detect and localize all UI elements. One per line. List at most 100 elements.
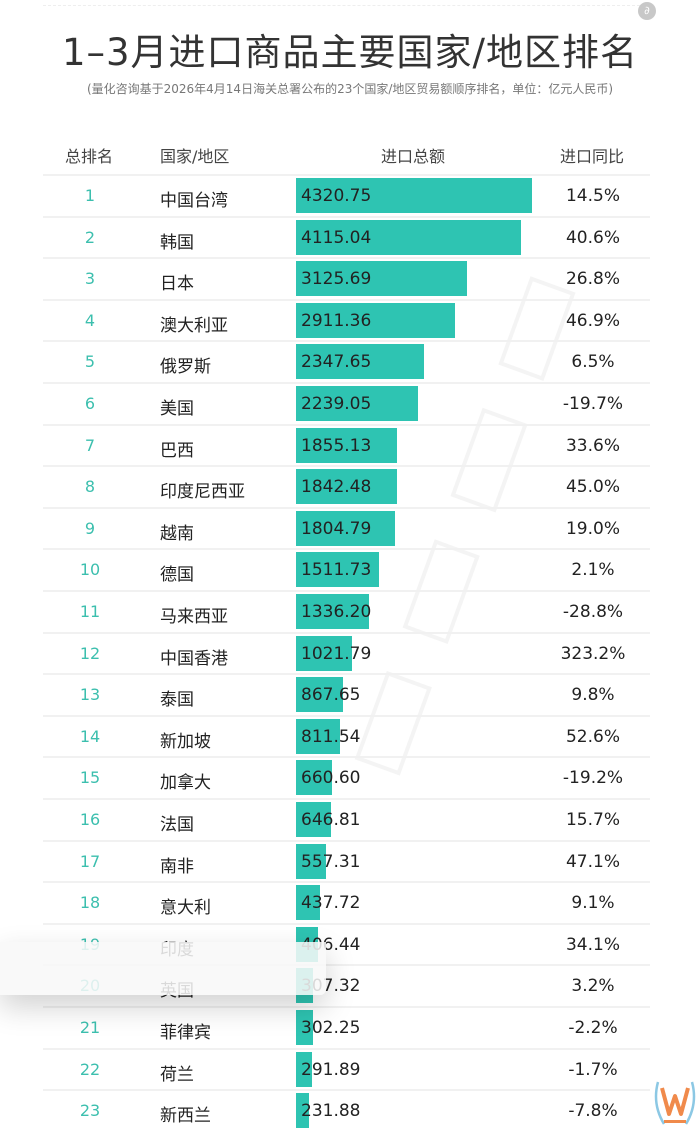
import-value: 811.54 bbox=[301, 726, 361, 747]
value-bar bbox=[296, 760, 333, 796]
import-value: 3125.69 bbox=[301, 269, 372, 290]
subtitle: (量化咨询基于2026年4月14日海关总署公布的23个国家/地区贸易额顺序排名，… bbox=[86, 82, 614, 96]
yoy-change: 45.0% bbox=[565, 477, 620, 498]
yoy-change: 9.1% bbox=[571, 893, 615, 914]
import-value: 2347.65 bbox=[301, 352, 372, 373]
value-bar bbox=[296, 510, 395, 546]
value-bar bbox=[296, 635, 352, 671]
import-value: 1804.79 bbox=[301, 518, 372, 539]
rank: 12 bbox=[79, 643, 101, 663]
rank: 2 bbox=[84, 227, 96, 247]
yoy-change: 6.5% bbox=[571, 352, 615, 373]
table-row: 23 新西兰 231.88 -7.8% bbox=[43, 1089, 650, 1131]
link-icon[interactable]: ∂ bbox=[638, 2, 656, 20]
table-row: 1 中国台湾 4320.75 14.5% bbox=[43, 174, 650, 216]
rank: 23 bbox=[79, 1101, 101, 1121]
value-bar bbox=[296, 677, 344, 713]
yoy-change: 14.5% bbox=[565, 186, 620, 206]
table-row: 2 韩国 4115.04 40.6% bbox=[43, 215, 650, 258]
value-bar bbox=[296, 1093, 309, 1129]
rank: 1 bbox=[84, 186, 96, 205]
yoy-change: 323.2% bbox=[560, 643, 626, 664]
import-value: 291.89 bbox=[301, 1059, 361, 1080]
page-title: 1–3月进口商品主要国家/地区排名 bbox=[61, 31, 639, 74]
value-bar bbox=[296, 344, 425, 380]
import-value: 231.88 bbox=[301, 1101, 361, 1122]
header-country: 国家/地区 bbox=[160, 147, 230, 166]
rank: 10 bbox=[79, 560, 101, 580]
value-bar bbox=[296, 469, 397, 505]
country-name: 俄罗斯 bbox=[160, 357, 211, 378]
import-value: 1336.20 bbox=[301, 602, 372, 622]
country-name: 意大利 bbox=[160, 898, 211, 919]
value-bar bbox=[296, 1010, 313, 1045]
rank: 11 bbox=[79, 602, 101, 621]
import-value: 2911.36 bbox=[301, 310, 372, 331]
country-name: 美国 bbox=[160, 399, 194, 419]
top-divider bbox=[43, 5, 650, 6]
yoy-change: 47.1% bbox=[565, 851, 620, 872]
yoy-change: -7.8% bbox=[568, 1101, 618, 1122]
country-name: 德国 bbox=[160, 565, 194, 586]
value-bar bbox=[296, 427, 398, 463]
yoy-change: 33.6% bbox=[565, 435, 620, 456]
yoy-change: -19.7% bbox=[562, 394, 624, 414]
country-name: 韩国 bbox=[160, 232, 194, 253]
rank: 15 bbox=[79, 768, 101, 788]
table-row: 10 德国 1511.73 2.1% bbox=[43, 548, 650, 590]
rank: 5 bbox=[84, 352, 96, 372]
yoy-change: 2.1% bbox=[571, 560, 615, 581]
yoy-change: 46.9% bbox=[565, 310, 620, 331]
country-name: 泰国 bbox=[160, 690, 194, 711]
table-row: 17 南非 557.31 47.1% bbox=[43, 839, 650, 882]
rank: 22 bbox=[79, 1059, 101, 1079]
table-row: 9 越南 1804.79 19.0% bbox=[43, 506, 650, 549]
rank: 16 bbox=[79, 810, 101, 829]
yoy-change: 52.6% bbox=[565, 726, 620, 747]
country-name: 印度尼西亚 bbox=[160, 482, 245, 503]
yoy-change: -1.7% bbox=[568, 1059, 618, 1080]
popup-overlay bbox=[0, 942, 326, 995]
table-row: 21 菲律宾 302.25 -2.2% bbox=[43, 1006, 650, 1048]
import-value: 557.31 bbox=[301, 851, 361, 872]
table-row: 5 俄罗斯 2347.65 6.5% bbox=[43, 340, 650, 382]
table-row: 8 印度尼西亚 1842.48 45.0% bbox=[43, 465, 650, 507]
yoy-change: 15.7% bbox=[565, 810, 620, 830]
table-row: 15 加拿大 660.60 -19.2% bbox=[43, 756, 650, 798]
rank: 3 bbox=[84, 269, 96, 289]
table-row: 16 法国 646.81 15.7% bbox=[43, 798, 650, 840]
yoy-change: 40.6% bbox=[565, 227, 620, 248]
rank: 7 bbox=[84, 435, 96, 455]
table-row: 7 巴西 1855.13 33.6% bbox=[43, 423, 650, 466]
value-bar bbox=[296, 718, 341, 754]
import-value: 646.81 bbox=[301, 810, 361, 830]
table-row: 11 马来西亚 1336.20 -28.8% bbox=[43, 590, 650, 632]
rank: 8 bbox=[84, 477, 96, 497]
header-yoy: 进口同比 bbox=[560, 147, 625, 166]
import-value: 867.65 bbox=[301, 685, 361, 706]
country-name: 加拿大 bbox=[160, 773, 211, 794]
import-value: 2239.05 bbox=[301, 394, 372, 414]
country-name: 澳大利亚 bbox=[160, 315, 228, 336]
yoy-change: 26.8% bbox=[565, 269, 620, 290]
table-row: 12 中国香港 1021.79 323.2% bbox=[43, 631, 650, 674]
yoy-change: 19.0% bbox=[565, 518, 620, 539]
rank: 17 bbox=[79, 851, 101, 871]
country-name: 菲律宾 bbox=[160, 1023, 211, 1043]
value-bar bbox=[296, 178, 532, 213]
header-import-total: 进口总额 bbox=[381, 147, 446, 166]
rank: 4 bbox=[84, 310, 96, 330]
country-name: 中国台湾 bbox=[160, 191, 228, 211]
country-name: 法国 bbox=[160, 815, 194, 835]
country-name: 中国香港 bbox=[160, 648, 228, 669]
country-name: 新加坡 bbox=[160, 731, 211, 752]
import-value: 1511.73 bbox=[301, 560, 372, 581]
yoy-change: 34.1% bbox=[565, 934, 620, 955]
country-name: 马来西亚 bbox=[160, 607, 228, 627]
import-value: 302.25 bbox=[301, 1018, 361, 1038]
import-value: 660.60 bbox=[301, 768, 361, 789]
rank: 6 bbox=[84, 394, 96, 413]
yoy-change: 3.2% bbox=[571, 976, 615, 997]
header-rank: 总排名 bbox=[65, 147, 114, 166]
country-name: 荷兰 bbox=[160, 1064, 194, 1085]
